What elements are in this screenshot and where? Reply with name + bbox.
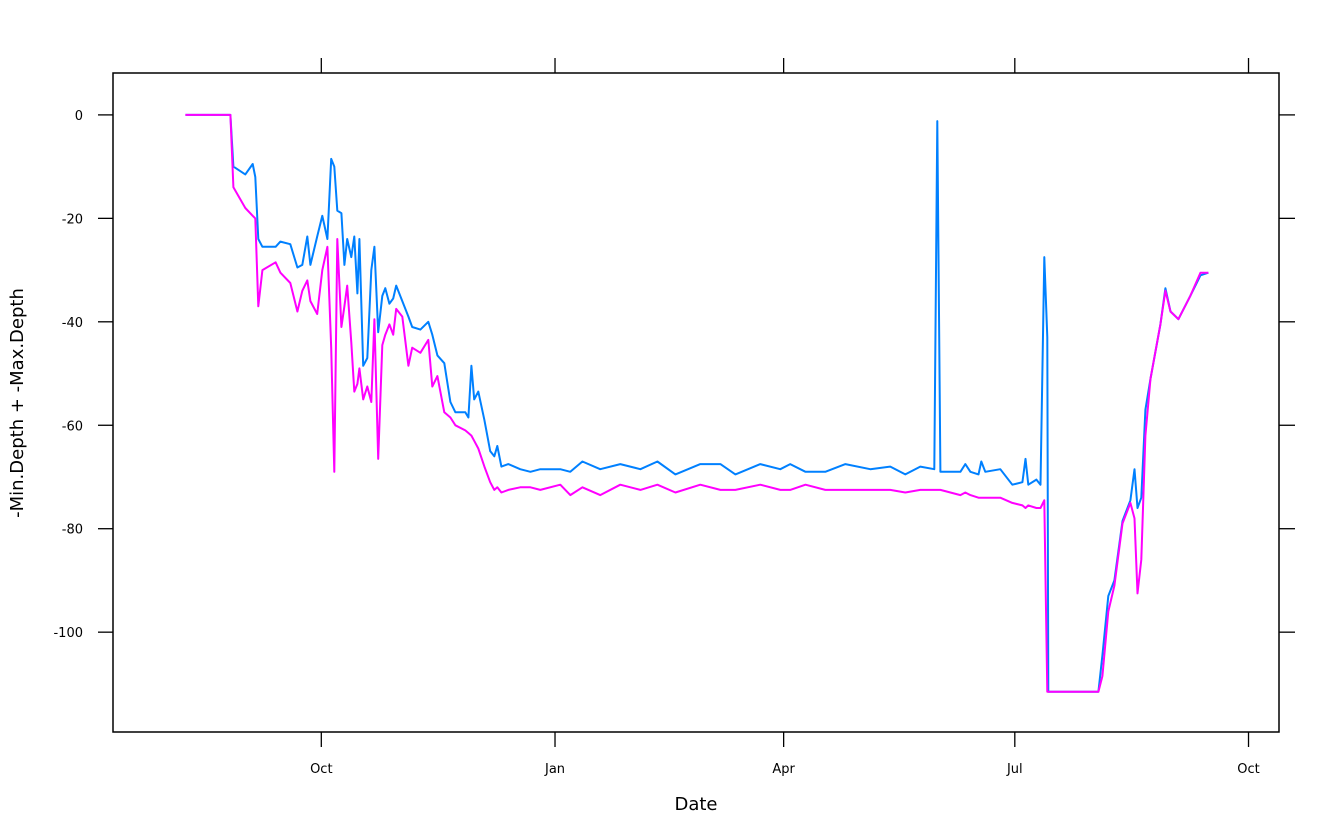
x-tick-label: Apr <box>772 762 795 777</box>
y-tick-label: -100 <box>53 626 83 641</box>
data-line <box>185 113 1209 693</box>
plot-frame <box>112 72 1280 733</box>
y-tick-label: -80 <box>62 523 83 538</box>
x-axis-title: Date <box>674 794 717 815</box>
y-tick-label: 0 <box>75 109 83 124</box>
y-tick-label: -20 <box>62 212 83 227</box>
x-tick-label: Oct <box>1237 762 1259 777</box>
x-tick-label: Oct <box>310 762 332 777</box>
x-tick-label: Jan <box>544 762 565 777</box>
y-tick-label: -60 <box>62 419 83 434</box>
y-tick-label: -40 <box>62 316 83 331</box>
x-tick-label: Jul <box>1006 762 1023 777</box>
y-axis-title: -Min.Depth + -Max.Depth <box>7 288 28 518</box>
data-line <box>185 113 1209 693</box>
